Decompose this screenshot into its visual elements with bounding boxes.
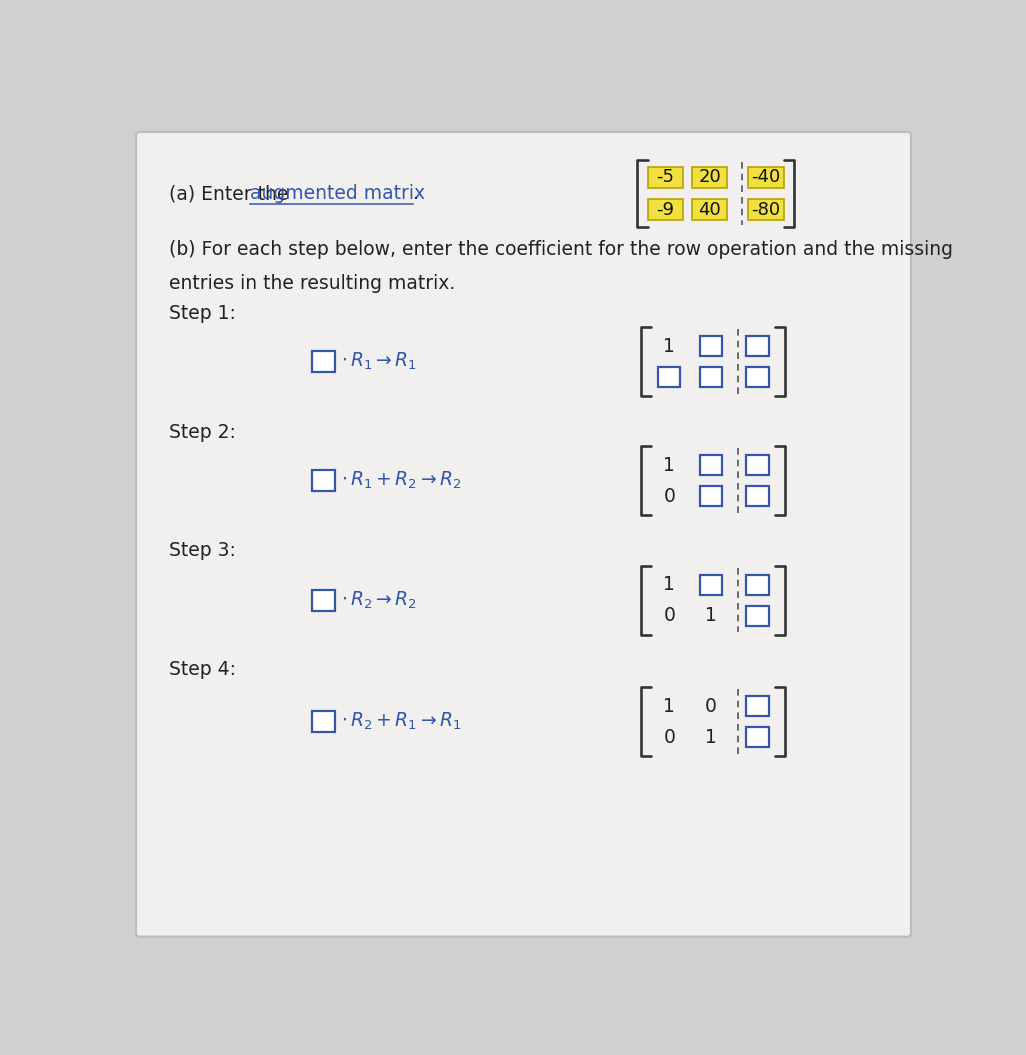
FancyBboxPatch shape xyxy=(746,456,768,476)
FancyBboxPatch shape xyxy=(746,367,768,387)
Text: $\cdot\,R_1 + R_2 \rightarrow R_2$: $\cdot\,R_1 + R_2 \rightarrow R_2$ xyxy=(342,471,463,492)
FancyBboxPatch shape xyxy=(312,351,336,371)
FancyBboxPatch shape xyxy=(746,337,768,356)
Text: 1: 1 xyxy=(705,606,717,625)
FancyBboxPatch shape xyxy=(700,367,722,387)
Text: -80: -80 xyxy=(751,200,781,218)
FancyBboxPatch shape xyxy=(746,575,768,595)
FancyBboxPatch shape xyxy=(647,199,683,220)
FancyBboxPatch shape xyxy=(700,486,722,506)
FancyBboxPatch shape xyxy=(746,486,768,506)
Text: -9: -9 xyxy=(657,200,674,218)
Text: 0: 0 xyxy=(663,606,675,625)
FancyBboxPatch shape xyxy=(647,167,683,188)
Text: Step 4:: Step 4: xyxy=(168,660,236,679)
Text: 1: 1 xyxy=(705,728,717,747)
Text: 1: 1 xyxy=(663,575,675,594)
FancyBboxPatch shape xyxy=(312,711,336,732)
FancyBboxPatch shape xyxy=(746,696,768,716)
Text: 40: 40 xyxy=(698,200,721,218)
Text: 1: 1 xyxy=(663,337,675,356)
Text: 0: 0 xyxy=(663,728,675,747)
FancyBboxPatch shape xyxy=(746,606,768,626)
Text: Step 3:: Step 3: xyxy=(168,540,235,559)
FancyBboxPatch shape xyxy=(312,590,336,611)
Text: Step 2:: Step 2: xyxy=(168,423,235,442)
FancyBboxPatch shape xyxy=(746,727,768,747)
FancyBboxPatch shape xyxy=(692,167,727,188)
FancyBboxPatch shape xyxy=(692,199,727,220)
Text: 1: 1 xyxy=(663,456,675,475)
FancyBboxPatch shape xyxy=(658,367,680,387)
Text: 0: 0 xyxy=(663,486,675,505)
Text: .: . xyxy=(412,184,419,204)
Text: (b) For each step below, enter the coefficient for the row operation and the mis: (b) For each step below, enter the coeff… xyxy=(168,241,952,260)
FancyBboxPatch shape xyxy=(700,456,722,476)
Text: $\cdot\,R_2 + R_1 \rightarrow R_1$: $\cdot\,R_2 + R_1 \rightarrow R_1$ xyxy=(342,711,463,732)
Text: 1: 1 xyxy=(663,697,675,716)
Text: entries in the resulting matrix.: entries in the resulting matrix. xyxy=(168,274,455,293)
FancyBboxPatch shape xyxy=(136,132,911,937)
FancyBboxPatch shape xyxy=(312,471,336,492)
FancyBboxPatch shape xyxy=(748,199,784,220)
FancyBboxPatch shape xyxy=(700,575,722,595)
Text: -5: -5 xyxy=(657,169,674,187)
FancyBboxPatch shape xyxy=(748,167,784,188)
Text: (a) Enter the: (a) Enter the xyxy=(168,184,293,204)
Text: 20: 20 xyxy=(698,169,721,187)
FancyBboxPatch shape xyxy=(700,337,722,356)
Text: $\cdot\,R_1 \rightarrow R_1$: $\cdot\,R_1 \rightarrow R_1$ xyxy=(342,351,418,372)
Text: augmented matrix: augmented matrix xyxy=(250,184,425,204)
Text: -40: -40 xyxy=(751,169,781,187)
Text: Step 1:: Step 1: xyxy=(168,304,235,323)
Text: $\cdot\,R_2 \rightarrow R_2$: $\cdot\,R_2 \rightarrow R_2$ xyxy=(342,590,418,611)
Text: 0: 0 xyxy=(705,697,717,716)
